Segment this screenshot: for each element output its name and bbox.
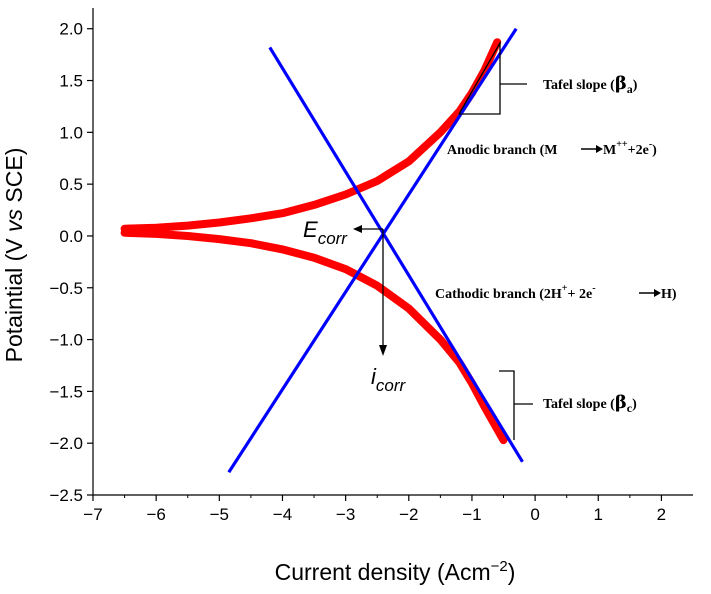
anodic-branch-label-end: M+++2e-) [603,139,657,158]
tafel-c-label: Tafel slope (βc) [543,392,637,415]
y-tick-label: −1.5 [49,382,83,401]
x-tick-label: −1 [462,505,481,524]
x-axis-title: Current density (Acm−2) [275,558,516,585]
x-tick-label: 2 [657,505,666,524]
anodic-arrowhead [596,145,603,153]
tafel-a-bracket [458,40,501,115]
y-axis-title: Potaintial (V vs SCE) [1,148,27,363]
axis-labels: Current density (Acm−2) Potaintial (V vs … [1,148,515,585]
y-tick-label: 0.5 [59,175,83,194]
x-tick-label: 1 [594,505,603,524]
tafel-c-bracket [499,370,515,440]
x-tick-label: −2 [399,505,418,524]
x-tick-label: −3 [336,505,355,524]
y-tick-label: 0.0 [59,227,83,246]
annotations: Tafel slope (βa) Anodic branch (M M+++2e-… [303,40,677,440]
anodic-branch-label: Anodic branch (M [447,143,557,158]
x-tick-label: −7 [83,505,102,524]
x-tick-label: −5 [210,505,229,524]
series-cathodic-tafel [268,46,524,463]
series-anodic [120,38,502,233]
y-tick-label: −2.0 [49,434,83,453]
icorr-arrowhead [379,345,387,356]
data-series [120,27,524,474]
y-tick-label: −2.5 [49,486,83,505]
icorr-label: icorr [371,364,407,395]
ecorr-label: Ecorr [303,217,348,248]
ecorr-arrowhead [353,225,362,233]
y-tick-label: −0.5 [49,279,83,298]
tafel-a-label: Tafel slope (βa) [543,73,638,96]
series-anodic-tafel [227,27,518,474]
x-tick-label: −6 [146,505,165,524]
axes: −7 −6 −5 −4 −3 −2 −1 0 1 2 2.0 1.5 1.0 0.5 0.0 −0.5 −1.0… [49,8,693,524]
x-tick-label: −4 [273,505,292,524]
cathodic-branch-label-end: H) [661,287,677,302]
cathodic-branch-label: Cathodic branch (2H++ 2e- [435,283,596,302]
cathodic-arrowhead [654,289,661,297]
y-tick-label: 2.0 [59,20,83,39]
y-tick-label: −1.0 [49,331,83,350]
series-cathodic [120,228,508,445]
y-tick-label: 1.0 [59,123,83,142]
y-tick-label: 1.5 [59,72,83,91]
x-tick-label: 0 [530,505,539,524]
